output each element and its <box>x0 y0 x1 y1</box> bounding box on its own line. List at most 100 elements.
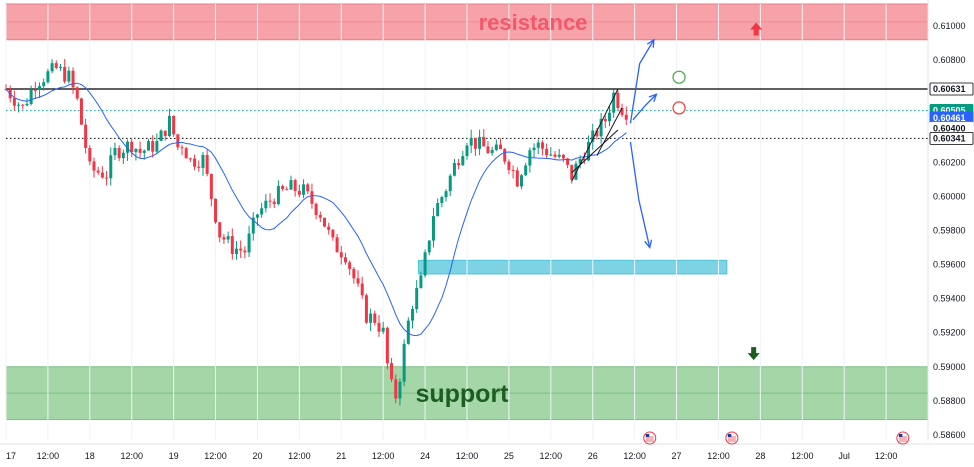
candle-body <box>159 130 163 141</box>
y-tick-label: 0.59200 <box>933 328 966 338</box>
candle-body <box>415 287 419 310</box>
candle-body <box>352 268 356 279</box>
candles-layer <box>4 59 628 406</box>
x-tick-label: 27 <box>672 451 682 461</box>
candle-body <box>188 158 192 160</box>
grid-layer <box>5 4 887 440</box>
candle-body <box>423 252 427 276</box>
x-tick-label: 12:00 <box>288 451 311 461</box>
candle-body <box>540 142 544 149</box>
candle-body <box>130 141 134 153</box>
x-axis[interactable]: 17 12:00 18 12:00 19 12:00 20 12:00 21 12:00 24 12:… <box>0 431 974 461</box>
candle-body <box>624 114 628 120</box>
candle-body <box>121 152 125 159</box>
candle-body <box>285 189 289 191</box>
candle-body <box>272 201 276 205</box>
price-tag-text: 0.60400 <box>933 123 966 133</box>
candle-body <box>92 161 96 171</box>
x-tick-label: 12:00 <box>707 451 730 461</box>
projection-arrow-0 <box>629 39 655 124</box>
candle-body <box>599 118 603 137</box>
candle-body <box>29 89 33 104</box>
candle-body <box>42 82 46 87</box>
candle-body <box>12 98 16 106</box>
candle-body <box>377 322 381 332</box>
candle-body <box>473 137 477 149</box>
circle-marker-1 <box>672 101 686 115</box>
candle-body <box>343 257 347 263</box>
candle-body <box>79 98 83 125</box>
candle-body <box>96 170 100 173</box>
us-flag-canton-icon <box>898 434 903 437</box>
y-tick-label: 0.61000 <box>933 21 966 31</box>
candle-body <box>243 250 247 253</box>
candle-body <box>335 237 339 253</box>
candle-body <box>591 130 595 142</box>
price-tag-4 <box>929 131 974 145</box>
candle-body <box>302 184 306 195</box>
arrowhead-2 <box>644 239 653 250</box>
candle-body <box>595 130 599 137</box>
us-flag-canton-icon <box>727 434 732 437</box>
candle-body <box>348 262 352 269</box>
candle-body <box>21 104 25 106</box>
candle-body <box>323 217 327 227</box>
y-tick-label: 0.58600 <box>933 430 966 440</box>
candle-body <box>469 137 473 146</box>
candle-body <box>218 222 222 238</box>
candle-body <box>478 136 482 149</box>
candle-body <box>536 142 540 148</box>
candle-body <box>553 154 557 157</box>
candle-body <box>616 92 620 109</box>
candle-body <box>448 175 452 192</box>
us-flag-event-icon <box>643 431 657 445</box>
candle-body <box>406 320 410 344</box>
candle-body <box>172 115 176 135</box>
candle-body <box>318 215 322 218</box>
candle-body <box>444 191 448 198</box>
candle-body <box>209 174 213 199</box>
candle-body <box>214 198 218 223</box>
y-tick-label: 0.59000 <box>933 362 966 372</box>
x-tick-label: 12:00 <box>875 451 898 461</box>
candle-body <box>620 108 624 115</box>
candle-body <box>297 190 301 195</box>
x-tick-label: 28 <box>755 451 765 461</box>
candle-body <box>587 141 591 161</box>
candle-body <box>239 248 243 251</box>
candle-body <box>230 236 234 255</box>
candle-body <box>247 233 251 253</box>
candle-body <box>503 149 507 162</box>
price-tag-0 <box>929 82 974 96</box>
candle-body <box>394 379 398 399</box>
us-flag-event-icon <box>896 431 910 445</box>
candle-body <box>281 185 285 190</box>
channel-line-2 <box>596 107 623 156</box>
candle-body <box>369 313 373 323</box>
candle-body <box>205 154 209 175</box>
candle-body <box>557 154 561 157</box>
candle-body <box>201 154 205 168</box>
candle-body <box>499 144 503 150</box>
us-flag-event-icon <box>725 431 739 445</box>
arrowhead-0 <box>646 38 655 48</box>
candle-body <box>612 92 616 113</box>
circle-marker-0 <box>672 70 686 84</box>
hlines-layer <box>6 88 928 139</box>
candle-body <box>461 156 465 166</box>
candle-body <box>54 63 58 68</box>
candle-body <box>524 165 528 176</box>
candle-body <box>176 134 180 148</box>
price-tag-text: 0.60505 <box>933 105 966 115</box>
x-tick-label: 21 <box>336 451 346 461</box>
y-axis[interactable]: 0.61000 0.60800 0.60400 0.60200 0.60000 0.598… <box>927 0 974 467</box>
candle-body <box>184 148 188 159</box>
candle-body <box>465 145 469 157</box>
candle-body <box>46 71 50 83</box>
candle-body <box>327 226 331 230</box>
candle-body <box>427 240 431 253</box>
arrow-down-marker <box>747 347 760 361</box>
candle-body <box>138 148 142 153</box>
